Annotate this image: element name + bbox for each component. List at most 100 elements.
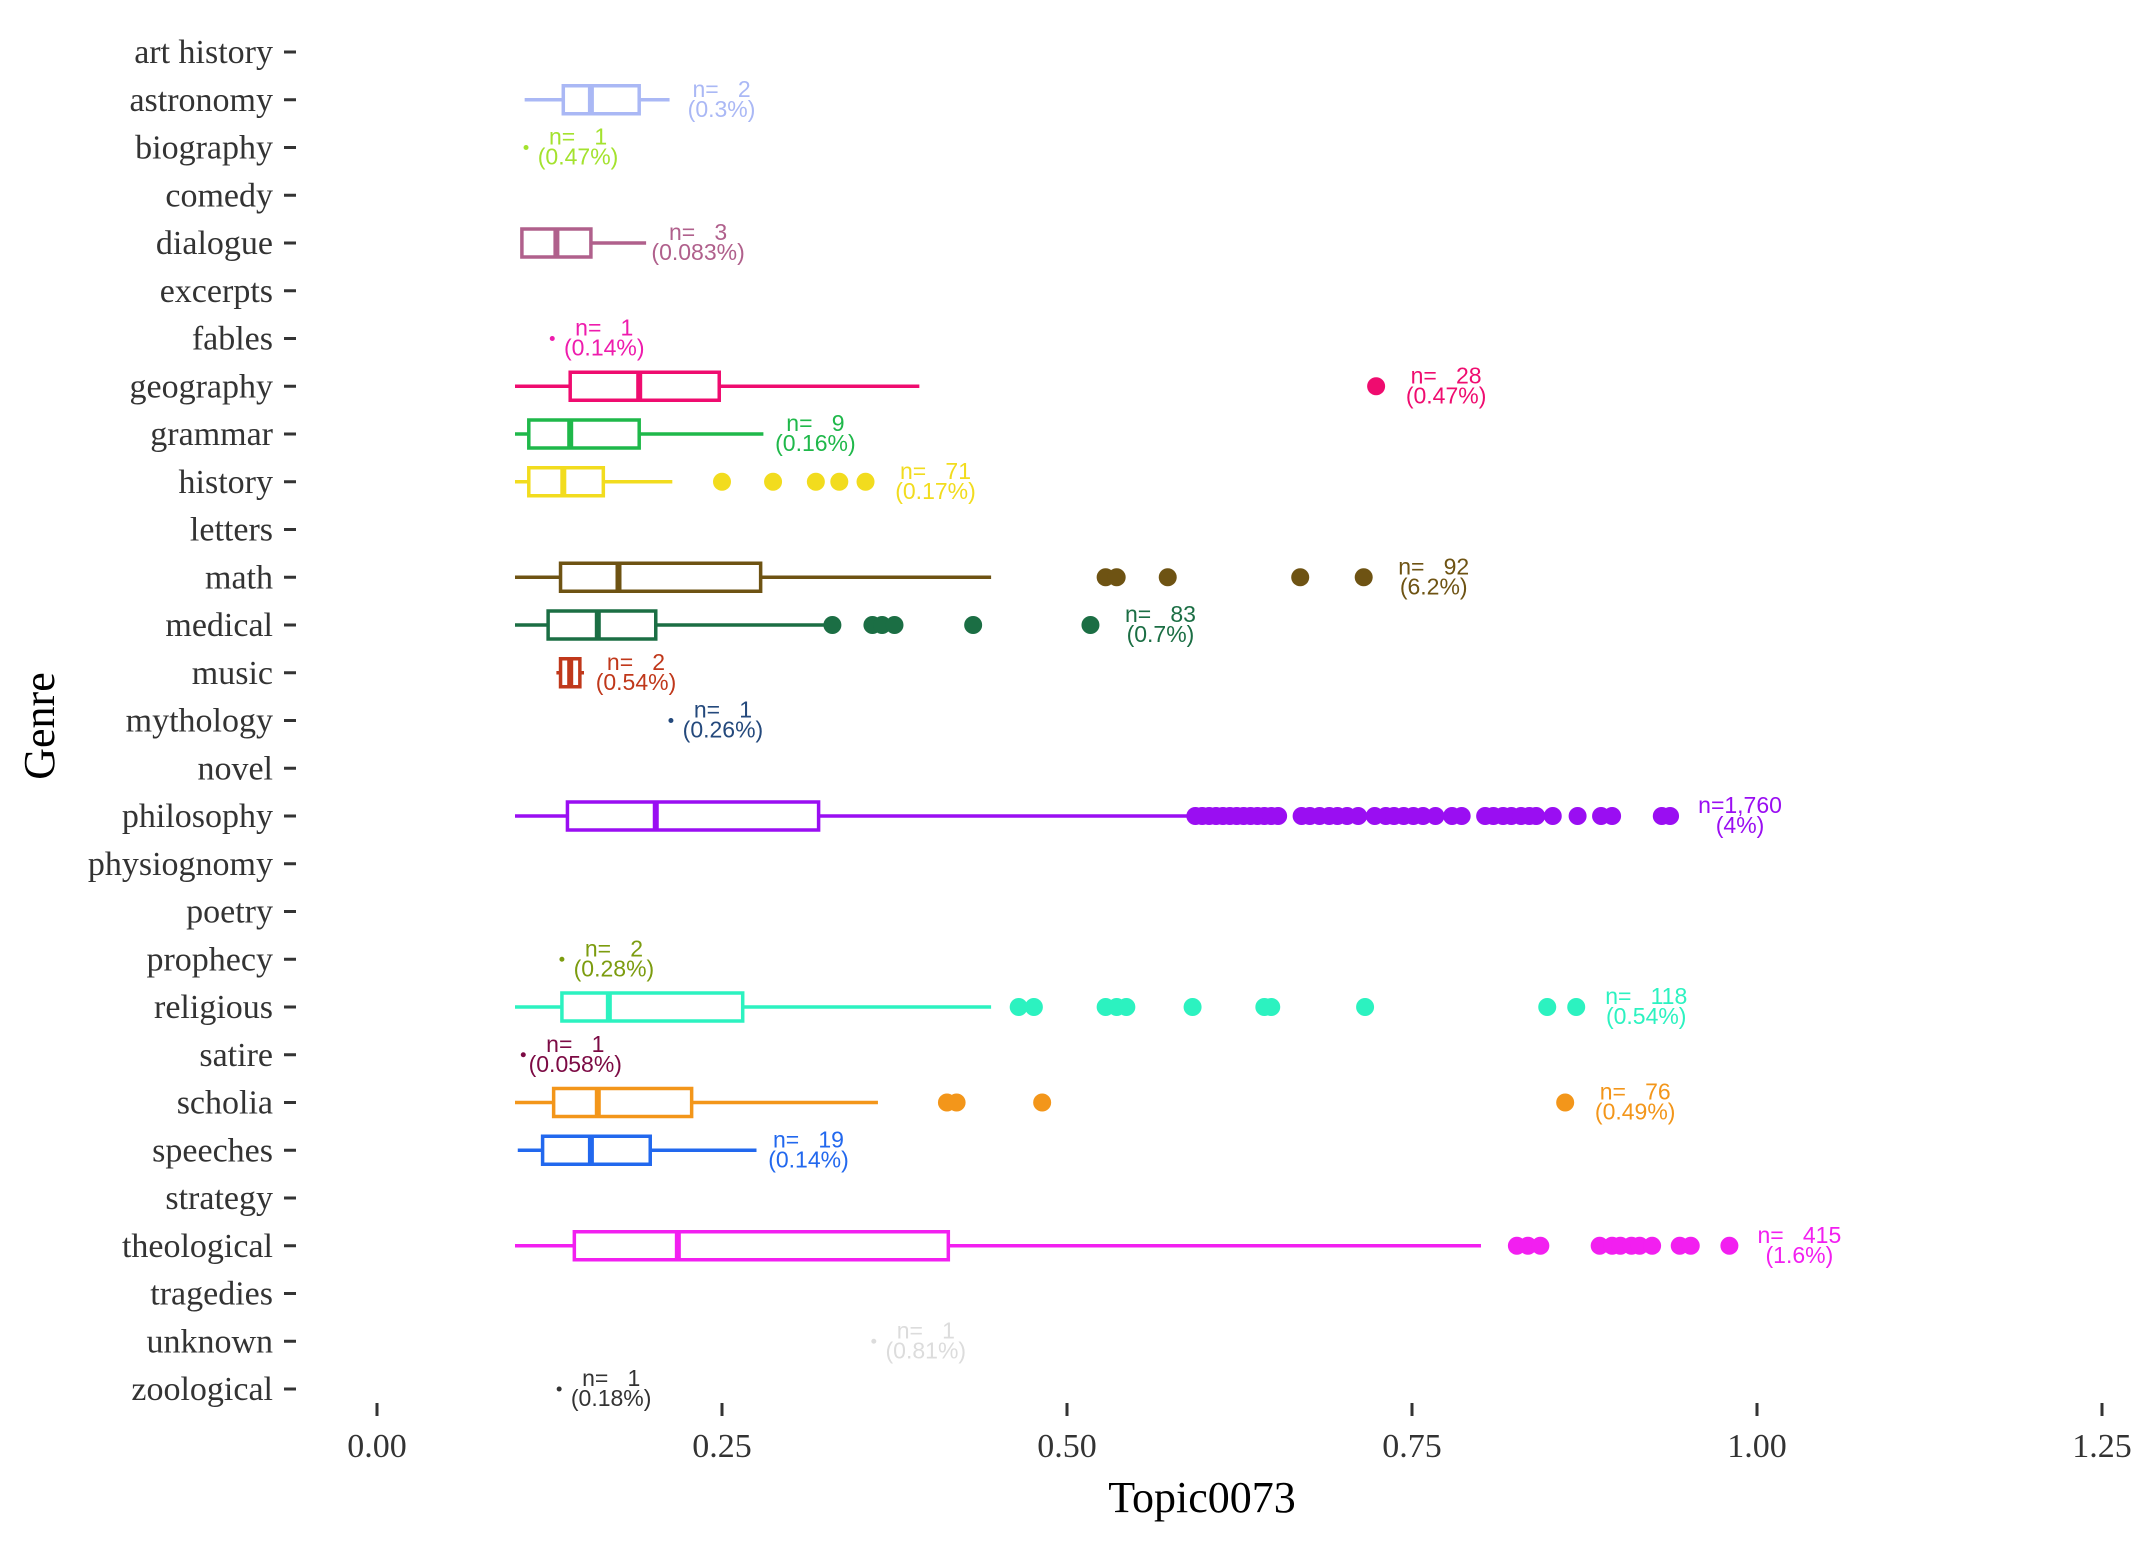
boxplot-satire [520, 1052, 526, 1058]
boxplot-grammar [515, 418, 764, 450]
n-label-speeches: n= 19 [773, 1126, 844, 1152]
y-tick-label-comedy: comedy [165, 177, 273, 214]
outlier-philosophy-41 [1661, 807, 1680, 825]
outlier-religious-10 [1567, 998, 1586, 1016]
outlier-medical-0 [823, 616, 842, 634]
outlier-medical-3 [885, 616, 904, 634]
outlier-philosophy-36 [1543, 807, 1562, 825]
n-label-fables: n= 1 [575, 315, 633, 341]
boxplot-series [515, 84, 1739, 1392]
x-axis: 0.00 0.25 0.50 0.75 1.00 1.25 [347, 1403, 2132, 1465]
annotation-astronomy: n= 2(0.3%) [688, 76, 756, 122]
point-mythology [668, 718, 674, 723]
n-label-history: n= 71 [900, 458, 971, 484]
outlier-theological-7 [1630, 1236, 1649, 1255]
y-axis-title: Genre [15, 672, 64, 780]
pct-label-satire: (0.058%) [529, 1051, 622, 1077]
n-label-dialogue: n= 3 [669, 219, 727, 245]
y-axis: art history astronomy biography comedy dialo… [88, 34, 296, 1408]
pct-label-philosophy: (4%) [1716, 812, 1765, 838]
pct-label-fables: (0.14%) [564, 335, 645, 361]
annotation-biography: n= 1(0.47%) [538, 124, 619, 170]
y-tick-label-poetry: poetry [186, 894, 273, 931]
boxplot-theological [515, 1230, 1739, 1262]
x-tick-label-5: 1.25 [2072, 1428, 2132, 1465]
pct-label-dialogue: (0.083%) [651, 239, 744, 265]
pct-label-speeches: (0.14%) [768, 1146, 849, 1172]
x-tick-label-1: 0.25 [692, 1428, 752, 1465]
n-label-biography: n= 1 [549, 124, 607, 150]
outlier-medical-2 [873, 616, 892, 634]
count-annotations: n= 2(0.3%)n= 1(0.47%)n= 3(0.083%)n= 1(0.… [529, 76, 1842, 1411]
boxplot-mythology [668, 718, 674, 723]
n-label-grammar: n= 9 [786, 410, 844, 436]
outlier-math-2 [1158, 568, 1177, 587]
y-tick-label-religious: religious [154, 989, 273, 1026]
pct-label-astronomy: (0.3%) [688, 96, 756, 122]
y-tick-label-dialogue: dialogue [156, 225, 273, 262]
y-tick-label-theological: theological [122, 1228, 273, 1265]
y-tick-label-astronomy: astronomy [129, 82, 273, 119]
y-tick-label-zoological: zoological [131, 1371, 273, 1408]
y-tick-label-physiognomy: physiognomy [88, 846, 273, 883]
pct-label-mythology: (0.26%) [683, 717, 764, 743]
x-tick-label-3: 0.75 [1382, 1428, 1442, 1465]
box-religious [560, 991, 745, 1023]
outlier-theological-11 [1720, 1236, 1739, 1255]
y-tick-label-tragedies: tragedies [150, 1276, 273, 1313]
pct-label-history: (0.17%) [895, 478, 976, 504]
boxplot-unknown [871, 1338, 877, 1344]
outlier-history-0 [713, 472, 731, 491]
outlier-philosophy-35 [1527, 807, 1546, 825]
annotation-philosophy: n=1,760(4%) [1698, 792, 1782, 838]
annotation-prophecy: n= 2(0.28%) [574, 935, 655, 981]
outlier-religious-5 [1183, 998, 1202, 1016]
y-tick-label-prophecy: prophecy [146, 941, 273, 978]
n-label-math: n= 92 [1398, 553, 1469, 579]
y-tick-label-strategy: strategy [165, 1180, 273, 1217]
box-scholia [551, 1086, 694, 1119]
pct-label-medical: (0.7%) [1127, 621, 1195, 647]
outlier-philosophy-19 [1349, 807, 1368, 825]
point-fables [549, 336, 555, 341]
point-prophecy [559, 956, 565, 962]
outlier-philosophy-28 [1452, 807, 1471, 825]
outlier-theological-3 [1590, 1236, 1609, 1255]
outlier-theological-2 [1531, 1236, 1550, 1255]
x-tick-label-4: 1.00 [1727, 1428, 1787, 1465]
n-label-prophecy: n= 2 [585, 935, 643, 961]
y-tick-label-geography: geography [129, 368, 273, 405]
boxplot-scholia [515, 1086, 1575, 1119]
n-label-mythology: n= 1 [694, 697, 752, 723]
y-tick-label-mythology: mythology [126, 703, 273, 740]
boxplot-speeches [517, 1134, 757, 1166]
boxplot-dialogue [520, 227, 647, 259]
box-grammar [527, 418, 641, 450]
outlier-philosophy-26 [1426, 807, 1445, 825]
outlier-history-1 [764, 472, 783, 491]
y-tick-label-novel: novel [197, 750, 273, 787]
outlier-medical-4 [964, 616, 983, 634]
y-tick-label-scholia: scholia [177, 1085, 273, 1122]
annotation-grammar: n= 9(0.16%) [775, 410, 856, 456]
pct-label-math: (6.2%) [1400, 573, 1468, 599]
pct-label-theological: (1.6%) [1766, 1242, 1834, 1268]
x-tick-label-0: 0.00 [347, 1428, 407, 1465]
annotation-satire: n= 1(0.058%) [529, 1031, 622, 1077]
y-tick-label-satire: satire [199, 1037, 273, 1074]
outlier-theological-10 [1681, 1236, 1700, 1255]
y-tick-label-history: history [179, 464, 273, 501]
annotation-geography: n= 28(0.47%) [1406, 362, 1487, 408]
n-label-religious: n= 118 [1605, 983, 1687, 1009]
annotation-scholia: n= 76(0.49%) [1595, 1079, 1676, 1125]
y-tick-label-speeches: speeches [152, 1132, 273, 1169]
boxplot-astronomy [524, 84, 670, 116]
outlier-philosophy-37 [1568, 807, 1587, 825]
annotation-theological: n= 415(1.6%) [1758, 1222, 1842, 1268]
outlier-religious-1 [1024, 998, 1043, 1016]
pct-label-unknown: (0.81%) [886, 1337, 967, 1363]
y-tick-label-math: math [205, 559, 273, 596]
outlier-religious-7 [1262, 998, 1281, 1016]
